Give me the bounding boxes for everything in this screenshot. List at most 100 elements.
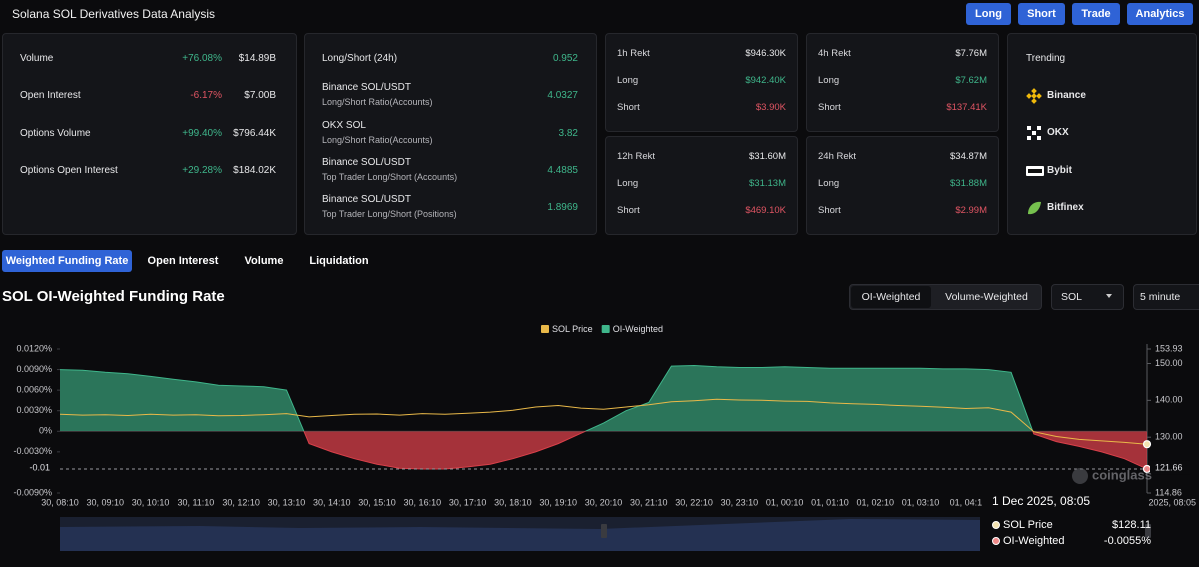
exchange-name: Bybit: [1047, 164, 1072, 176]
tab[interactable]: Open Interest: [147, 255, 219, 267]
metric-value: $184.02K: [233, 164, 276, 176]
y-tick-label: 0.0120%: [16, 343, 52, 353]
x-tick-label: 30, 14:10: [313, 497, 351, 507]
x-tick-label: 01, 00:10: [766, 497, 804, 507]
legend-label: OI-Weighted: [613, 324, 663, 334]
y-tick-label: -0.0030%: [13, 446, 52, 456]
rekt-total: $34.87M: [950, 151, 987, 162]
price-line: [59, 398, 1148, 445]
tooltip-date: 1 Dec 2025, 08:05: [992, 494, 1090, 508]
tooltip-dot: [992, 521, 1000, 529]
y2-tick-label: 140.00: [1155, 395, 1183, 405]
tooltip-value: -0.0055%: [1104, 535, 1151, 547]
legend-swatch: [601, 325, 610, 333]
y2-tick-label: 153.93: [1155, 343, 1183, 353]
metric-change: +29.28%: [182, 164, 222, 176]
ratio-sub: Top Trader Long/Short (Positions): [322, 209, 457, 220]
area-positive: [60, 365, 1033, 432]
interval-select[interactable]: [1133, 284, 1199, 310]
y-tick-label: 0%: [39, 426, 52, 436]
metric-change: -6.17%: [190, 90, 222, 102]
y2-tick-label: 150.00: [1155, 358, 1183, 368]
weighting-option[interactable]: OI-Weighted: [851, 286, 931, 308]
metric-label: Options Open Interest: [20, 164, 118, 176]
tab[interactable]: Volume: [244, 255, 284, 267]
exchange-name: OKX: [1047, 127, 1069, 139]
y-tick-label: 0.0090%: [16, 364, 52, 374]
x-tick-label: 30, 15:10: [358, 497, 396, 507]
x-tick-label: 01, 02:10: [856, 497, 894, 507]
area-negative: [60, 431, 1147, 469]
nav-button[interactable]: Long: [966, 3, 1011, 25]
ratio-sub: Long/Short Ratio(Accounts): [322, 97, 433, 108]
rekt-short-label: Short: [617, 102, 640, 113]
exchange-icon: [1026, 200, 1044, 216]
tab[interactable]: Weighted Funding Rate: [2, 250, 132, 272]
tooltip-dot: [992, 537, 1000, 545]
tooltip-name: OI-Weighted: [1003, 535, 1065, 547]
rekt-long-label: Long: [818, 75, 840, 86]
x-tick-label: 30, 17:10: [449, 497, 487, 507]
y-tick-label: 0.0030%: [16, 405, 52, 415]
rekt-title: 4h Rekt: [818, 48, 851, 59]
x-tick-label: 01, 03:10: [902, 497, 940, 507]
weighting-option[interactable]: Volume-Weighted: [945, 291, 1028, 303]
ratio-sub: Long/Short Ratio(Accounts): [322, 134, 433, 145]
x-tick-label: 30, 19:10: [539, 497, 577, 507]
rekt-total: $946.30K: [745, 48, 786, 59]
metric-label: Options Volume: [20, 127, 91, 139]
y-tick-label: -0.0090%: [13, 487, 52, 497]
rekt-title: 12h Rekt: [617, 151, 656, 162]
x-tick-label: 30, 13:10: [268, 497, 306, 507]
navigator: [60, 517, 980, 551]
ratio-label: Binance SOL/USDT: [322, 194, 411, 206]
x-tick-label: 30, 22:10: [675, 497, 713, 507]
rekt-long: $942.40K: [745, 75, 786, 86]
metric-label: Volume: [20, 53, 54, 64]
nav-button[interactable]: Trade: [1072, 3, 1120, 25]
ratio-label: Binance SOL/USDT: [322, 82, 411, 94]
exchange-name: Binance: [1047, 90, 1086, 101]
y-tick-label: 0.0060%: [16, 385, 52, 395]
ratio-label: OKX SOL: [322, 119, 366, 131]
y2-tick-label: 130.00: [1155, 432, 1183, 442]
area-edge: [303, 431, 1147, 470]
exchange-name: Bitfinex: [1047, 201, 1084, 213]
x-tick-label: 30, 18:10: [494, 497, 532, 507]
watermark-icon: [1072, 468, 1088, 484]
rekt-short: $3.90K: [755, 102, 786, 113]
rekt-long-label: Long: [617, 178, 639, 189]
y2-tick-label: 114.86: [1155, 487, 1182, 497]
x-tick-label: 30, 23:10: [721, 497, 759, 507]
trending-panel: [1007, 33, 1197, 235]
end-marker: [1142, 440, 1152, 449]
nav-button[interactable]: Short: [1018, 3, 1065, 25]
tab[interactable]: Liquidation: [309, 255, 369, 267]
metric-change: +99.40%: [182, 127, 222, 139]
rekt-short: $2.99M: [955, 205, 987, 216]
x-tick-label: 30, 10:10: [132, 497, 170, 507]
ratio-sub: Top Trader Long/Short (Accounts): [322, 171, 458, 182]
x-tick-label: 30, 21:10: [630, 497, 668, 507]
page-title: Solana SOL Derivatives Data Analysis: [12, 7, 215, 21]
rekt-panel: [806, 136, 999, 235]
x-tick-label: 30, 20:10: [585, 497, 623, 507]
legend-swatch: [541, 325, 549, 333]
rekt-short-label: Short: [818, 205, 841, 216]
ratio-value: 0.952: [552, 53, 578, 64]
crosshair-y2-bg: [1150, 460, 1190, 475]
rekt-long: $7.62M: [955, 75, 987, 86]
nav-button[interactable]: Analytics: [1127, 3, 1193, 25]
legend-label: SOL Price: [552, 324, 593, 334]
x-tick-label: 01, 04:1: [950, 497, 983, 507]
metric-value: $7.00B: [244, 90, 276, 102]
trending-title: Trending: [1026, 53, 1066, 64]
chart-title: SOL OI-Weighted Funding Rate: [2, 288, 225, 305]
area-edge: [60, 364, 1034, 432]
metric-value: $796.44K: [233, 127, 276, 139]
rekt-panel: [605, 33, 798, 132]
select-caret: [1106, 294, 1112, 298]
interval-value: 5 minute: [1140, 291, 1181, 303]
metric-change: +76.08%: [182, 53, 222, 64]
rekt-long: $31.13M: [749, 178, 786, 189]
